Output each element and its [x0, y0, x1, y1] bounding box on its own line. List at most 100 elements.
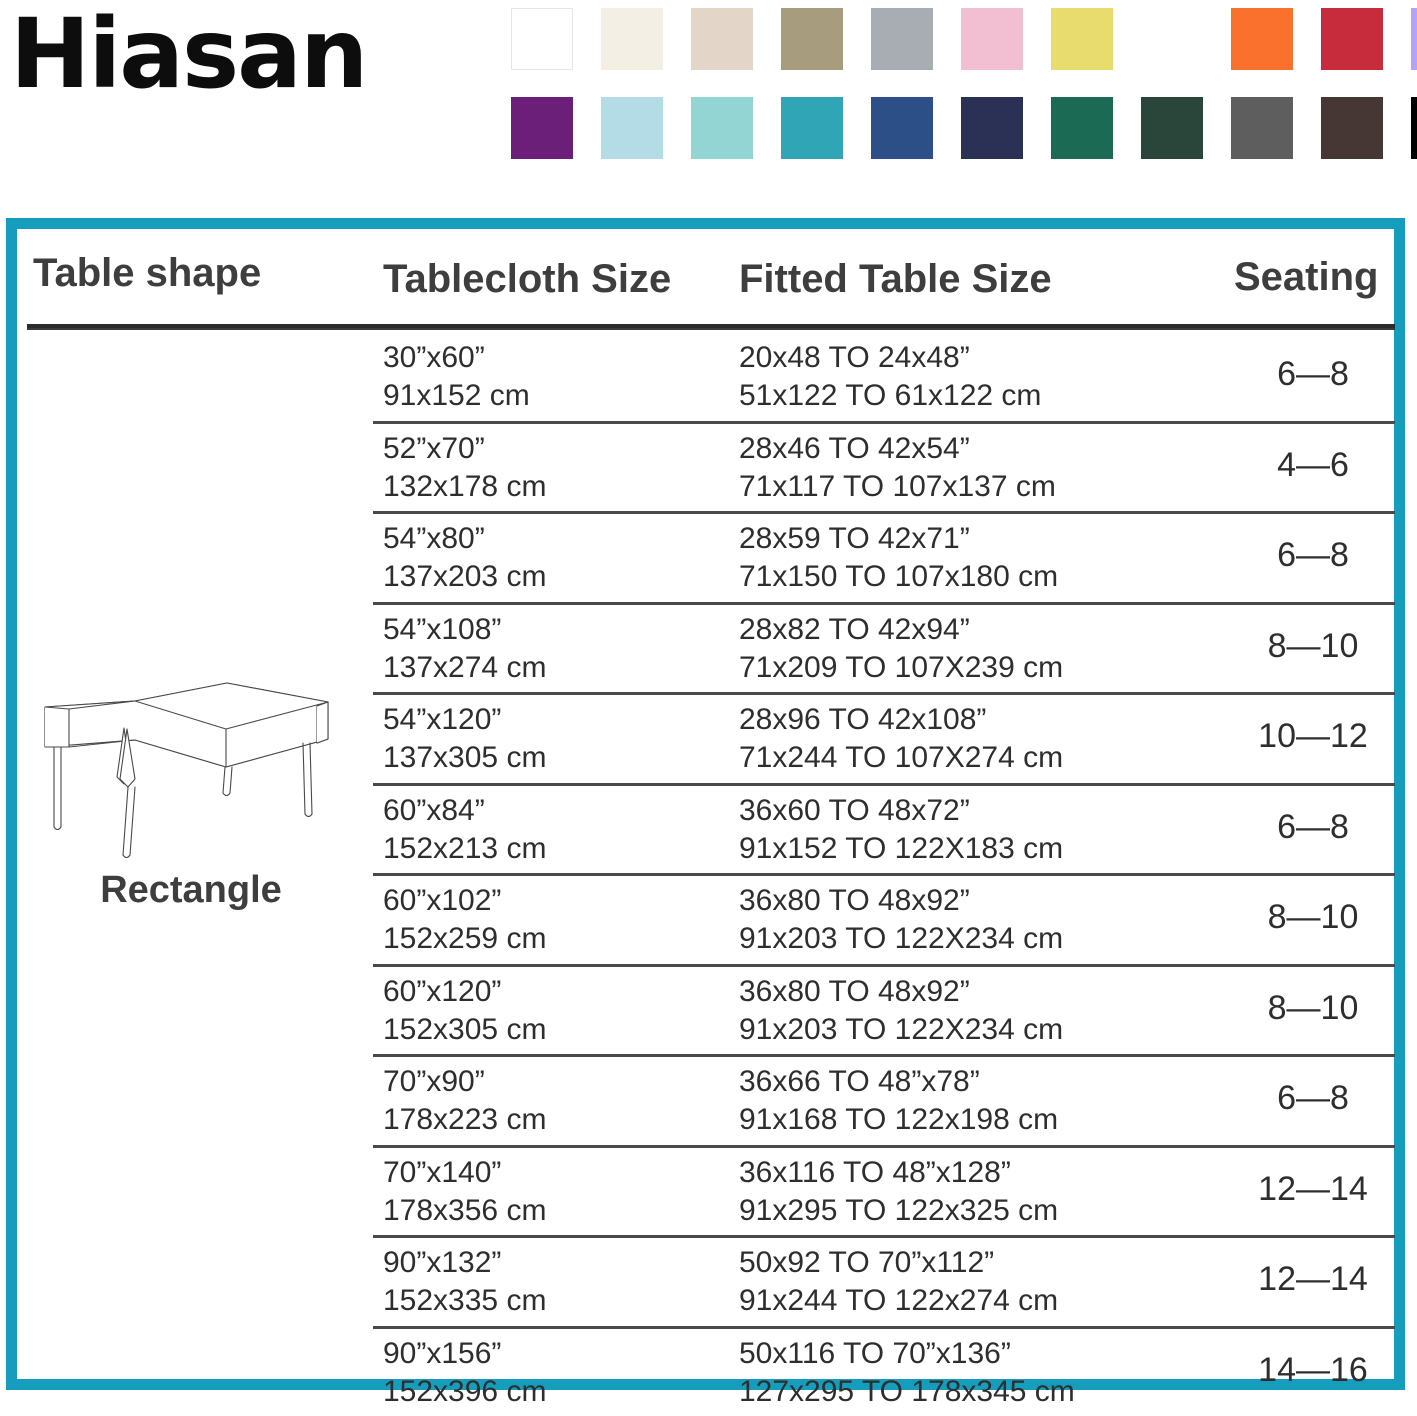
color-swatch-forest-green[interactable]	[1141, 97, 1203, 159]
fitted-size-inches: 28x96 TO 42x108”	[739, 701, 1063, 739]
tablecloth-size-cm: 137x274 cm	[383, 649, 546, 687]
cell-seating: 6—8	[1233, 536, 1393, 574]
tablecloth-size-inches: 60”x84”	[383, 792, 546, 830]
table-row: 60”x102”152x259 cm 36x80 TO 48x92”91x203 …	[373, 873, 1395, 964]
color-swatch-grid	[511, 8, 1411, 186]
color-swatch-dark-gray[interactable]	[1231, 97, 1293, 159]
column-header-fitted-table-size: Fitted Table Size	[739, 257, 1052, 302]
tablecloth-size-cm: 178x223 cm	[383, 1101, 546, 1139]
column-header-tablecloth-size: Tablecloth Size	[383, 257, 671, 302]
tablecloth-size-cm: 152x335 cm	[383, 1282, 546, 1320]
fitted-size-cm: 71x209 TO 107X239 cm	[739, 649, 1063, 687]
cell-fitted-table-size: 28x46 TO 42x54”71x117 TO 107x137 cm	[739, 430, 1056, 506]
cell-tablecloth-size: 60”x120”152x305 cm	[383, 973, 546, 1049]
color-swatch-black[interactable]	[1411, 97, 1417, 159]
tablecloth-size-inches: 54”x108”	[383, 611, 546, 649]
swatch-row-2	[511, 97, 1411, 159]
color-swatch-dark-brown[interactable]	[1321, 97, 1383, 159]
cell-tablecloth-size: 54”x108”137x274 cm	[383, 611, 546, 687]
color-swatch-teal-green[interactable]	[1051, 97, 1113, 159]
tablecloth-size-cm: 152x396 cm	[383, 1373, 546, 1411]
tablecloth-size-cm: 91x152 cm	[383, 377, 530, 415]
table-row: 54”x108”137x274 cm 28x82 TO 42x94”71x209 …	[373, 602, 1395, 693]
fitted-size-cm: 71x150 TO 107x180 cm	[739, 558, 1058, 596]
size-chart-panel: Table shape Tablecloth Size Fitted Table…	[6, 218, 1405, 1390]
cell-seating: 4—6	[1233, 446, 1393, 484]
tablecloth-size-inches: 90”x156”	[383, 1335, 546, 1373]
color-swatch-aqua[interactable]	[691, 97, 753, 159]
tablecloth-size-inches: 90”x132”	[383, 1244, 546, 1282]
tablecloth-size-inches: 60”x120”	[383, 973, 546, 1011]
tablecloth-size-inches: 54”x80”	[383, 520, 546, 558]
color-swatch-gold[interactable]	[1141, 8, 1203, 70]
fitted-size-cm: 71x244 TO 107X274 cm	[739, 739, 1063, 777]
tablecloth-size-inches: 70”x140”	[383, 1154, 546, 1192]
fitted-size-cm: 91x203 TO 122X234 cm	[739, 920, 1063, 958]
fitted-size-inches: 28x59 TO 42x71”	[739, 520, 1058, 558]
fitted-size-cm: 91x152 TO 122X183 cm	[739, 830, 1063, 868]
fitted-size-inches: 36x116 TO 48”x128”	[739, 1154, 1058, 1192]
table-row: 60”x120”152x305 cm 36x80 TO 48x92”91x203 …	[373, 964, 1395, 1055]
brand-logo: Hiasan	[10, 4, 366, 105]
cell-fitted-table-size: 36x80 TO 48x92”91x203 TO 122X234 cm	[739, 882, 1063, 958]
header-divider	[27, 324, 1395, 330]
cell-tablecloth-size: 90”x132”152x335 cm	[383, 1244, 546, 1320]
color-swatch-red[interactable]	[1321, 8, 1383, 70]
color-swatch-lavender[interactable]	[1411, 8, 1417, 70]
color-swatch-taupe[interactable]	[781, 8, 843, 70]
cell-tablecloth-size: 60”x102”152x259 cm	[383, 882, 546, 958]
fitted-size-inches: 36x80 TO 48x92”	[739, 973, 1063, 1011]
tablecloth-size-cm: 152x213 cm	[383, 830, 546, 868]
color-swatch-beige[interactable]	[691, 8, 753, 70]
rectangle-table-illustration	[31, 669, 351, 859]
cell-fitted-table-size: 50x116 TO 70”x136”127x295 TO 178x345 cm	[739, 1335, 1075, 1411]
color-swatch-yellow[interactable]	[1051, 8, 1113, 70]
fitted-size-cm: 127x295 TO 178x345 cm	[739, 1373, 1075, 1411]
color-swatch-dark-navy[interactable]	[961, 97, 1023, 159]
tablecloth-size-cm: 137x203 cm	[383, 558, 546, 596]
color-swatch-orange[interactable]	[1231, 8, 1293, 70]
color-swatch-ivory[interactable]	[601, 8, 663, 70]
fitted-size-inches: 50x92 TO 70”x112”	[739, 1244, 1058, 1282]
tablecloth-size-cm: 152x259 cm	[383, 920, 546, 958]
color-swatch-light-blue[interactable]	[601, 97, 663, 159]
cell-seating: 10—12	[1233, 717, 1393, 755]
cell-fitted-table-size: 28x82 TO 42x94”71x209 TO 107X239 cm	[739, 611, 1063, 687]
color-swatch-navy-blue[interactable]	[871, 97, 933, 159]
cell-seating: 12—14	[1233, 1170, 1393, 1208]
cell-fitted-table-size: 20x48 TO 24x48”51x122 TO 61x122 cm	[739, 339, 1041, 415]
color-swatch-white[interactable]	[511, 8, 573, 70]
fitted-size-inches: 50x116 TO 70”x136”	[739, 1335, 1075, 1373]
table-row: 60”x84”152x213 cm 36x60 TO 48x72”91x152 T…	[373, 783, 1395, 874]
cell-fitted-table-size: 28x96 TO 42x108”71x244 TO 107X274 cm	[739, 701, 1063, 777]
fitted-size-cm: 71x117 TO 107x137 cm	[739, 468, 1056, 506]
swatch-row-1	[511, 8, 1411, 70]
tablecloth-size-cm: 152x305 cm	[383, 1011, 546, 1049]
cell-seating: 8—10	[1233, 627, 1393, 665]
cell-fitted-table-size: 36x80 TO 48x92”91x203 TO 122X234 cm	[739, 973, 1063, 1049]
cell-tablecloth-size: 90”x156”152x396 cm	[383, 1335, 546, 1411]
color-swatch-gray[interactable]	[871, 8, 933, 70]
table-shape-cell: Rectangle	[21, 669, 361, 912]
column-header-table-shape: Table shape	[33, 251, 261, 296]
cell-fitted-table-size: 36x66 TO 48”x78”91x168 TO 122x198 cm	[739, 1063, 1058, 1139]
cell-seating: 12—14	[1233, 1260, 1393, 1298]
tablecloth-size-inches: 52”x70”	[383, 430, 546, 468]
cell-seating: 6—8	[1233, 355, 1393, 393]
cell-tablecloth-size: 52”x70”132x178 cm	[383, 430, 546, 506]
fitted-size-inches: 36x66 TO 48”x78”	[739, 1063, 1058, 1101]
cell-fitted-table-size: 36x116 TO 48”x128”91x295 TO 122x325 cm	[739, 1154, 1058, 1230]
color-swatch-purple[interactable]	[511, 97, 573, 159]
color-swatch-turquoise[interactable]	[781, 97, 843, 159]
cell-fitted-table-size: 36x60 TO 48x72”91x152 TO 122X183 cm	[739, 792, 1063, 868]
tablecloth-size-inches: 70”x90”	[383, 1063, 546, 1101]
header-band: Hiasan	[0, 0, 1417, 200]
cell-seating: 6—8	[1233, 1079, 1393, 1117]
color-swatch-pink[interactable]	[961, 8, 1023, 70]
table-row: 54”x80”137x203 cm 28x59 TO 42x71”71x150 T…	[373, 511, 1395, 602]
